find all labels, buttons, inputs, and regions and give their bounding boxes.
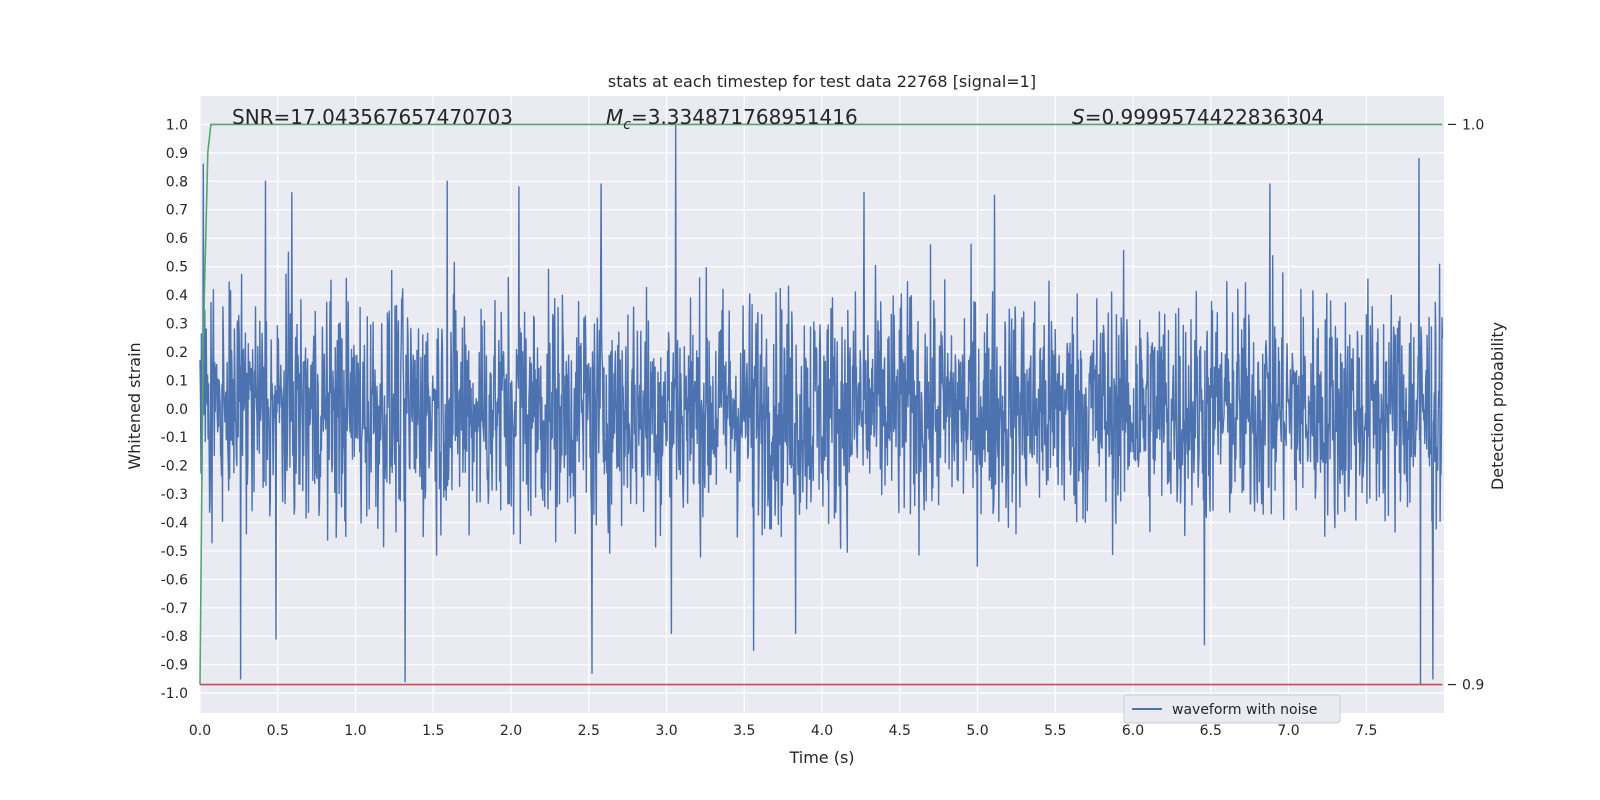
- y-tick-label: 0.4: [166, 288, 188, 304]
- y-tick-label: -0.7: [161, 601, 188, 617]
- y-tick-label: 0.1: [166, 373, 188, 389]
- x-tick-label: 4.5: [889, 723, 911, 739]
- y2-tick-label: 0.9: [1462, 678, 1484, 694]
- legend-label-waveform: waveform with noise: [1172, 702, 1317, 718]
- legend: waveform with noise: [1123, 694, 1341, 724]
- y-tick-label: -0.4: [161, 515, 188, 531]
- y-tick-label: -0.9: [161, 658, 188, 674]
- snr-annotation: SNR=17.043567657470703: [232, 105, 513, 129]
- series-line-detection-probability: [199, 123, 1443, 685]
- y-tick-label: 0.6: [166, 231, 188, 247]
- y-tick-label: 0.3: [166, 316, 188, 332]
- data-layer: [199, 123, 1444, 686]
- y-tick-label: 1.0: [166, 117, 188, 133]
- y-tick-label: 0.8: [166, 174, 188, 190]
- y-tick-label: -1.0: [161, 686, 188, 702]
- y-tick-label: -0.6: [161, 572, 188, 588]
- x-tick-label: 2.5: [578, 723, 600, 739]
- score-annotation: S=0.9999574422836304: [1072, 105, 1324, 129]
- x-tick-label: 3.5: [733, 723, 755, 739]
- x-tick-label: 0.5: [267, 723, 289, 739]
- x-tick-label: 1.5: [422, 723, 444, 739]
- legend-box: [1123, 694, 1341, 724]
- y-tick-label: 0.2: [166, 345, 188, 361]
- mc-symbol: M: [606, 105, 623, 129]
- mc-subscript: c: [623, 117, 631, 133]
- x-tick-label: 5.0: [966, 723, 988, 739]
- chart-title: stats at each timestep for test data 227…: [608, 72, 1036, 91]
- mc-value: =3.334871768951416: [631, 105, 858, 129]
- series-line-waveform-with-noise: [199, 123, 1444, 686]
- y2-axis-label: Detection probability: [1488, 322, 1507, 490]
- chirp-mass-annotation: Mc=3.334871768951416: [606, 105, 858, 133]
- y-tick-label: 0.5: [166, 260, 188, 276]
- x-tick-label: 6.5: [1200, 723, 1222, 739]
- y-tick-label: -0.8: [161, 629, 188, 645]
- s-symbol: S: [1072, 105, 1085, 129]
- x-tick-label: 1.0: [344, 723, 366, 739]
- y-axis-label: Whitened strain: [125, 342, 144, 469]
- x-tick-label: 7.5: [1355, 723, 1377, 739]
- x-tick-label: 5.5: [1044, 723, 1066, 739]
- y-tick-label: 0.0: [166, 402, 188, 418]
- y2-tick-label: 1.0: [1462, 117, 1484, 133]
- x-tick-label: 2.0: [500, 723, 522, 739]
- tick-labels: 0.0 0.5 1.0 1.5 2.0 2.5 3.0 3.5 4.0 4.5 5.0 5.5 6.0 6…: [161, 117, 1485, 739]
- y-tick-label: -0.1: [161, 430, 188, 446]
- x-tick-label: 4.0: [811, 723, 833, 739]
- y-tick-label: 0.7: [166, 203, 188, 219]
- y-tick-label: 0.9: [166, 146, 188, 162]
- x-tick-label: 6.0: [1122, 723, 1144, 739]
- s-value: =0.9999574422836304: [1085, 105, 1324, 129]
- x-tick-label: 3.0: [655, 723, 677, 739]
- y-tick-label: -0.2: [161, 459, 188, 475]
- x-axis-label: Time (s): [788, 748, 854, 767]
- x-tick-label: 7.0: [1277, 723, 1299, 739]
- x-tick-label: 0.0: [189, 723, 211, 739]
- y-tick-label: -0.5: [161, 544, 188, 560]
- y-tick-label: -0.3: [161, 487, 188, 503]
